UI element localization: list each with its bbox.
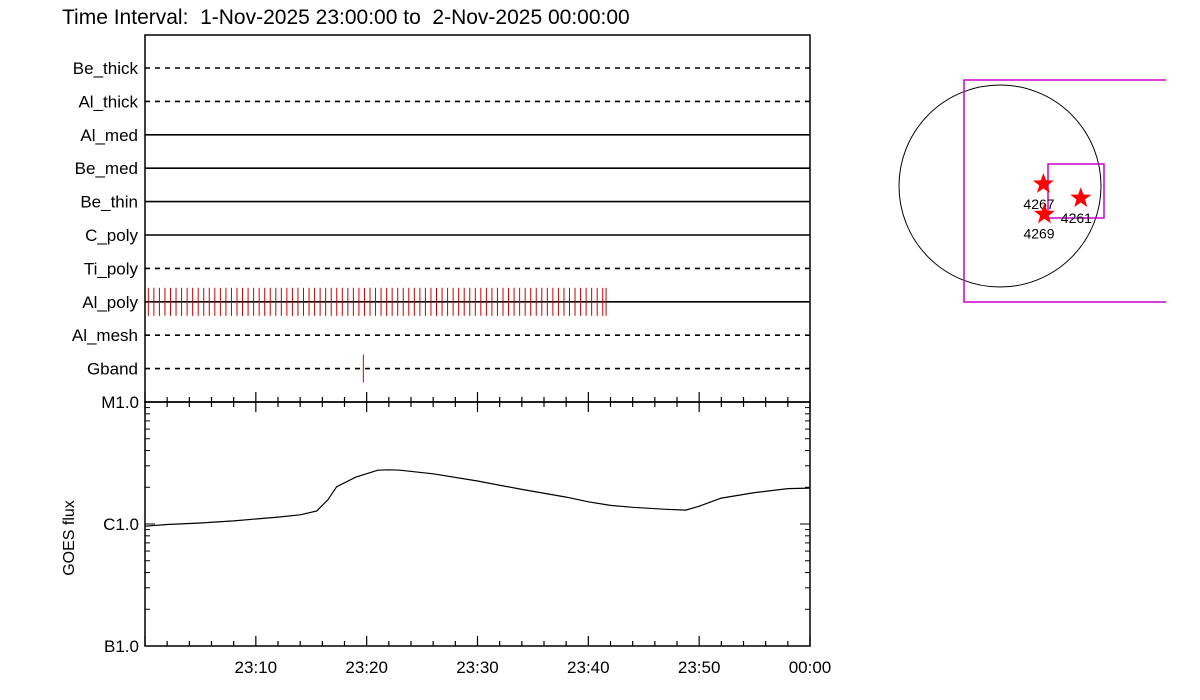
filter-label-al-thick: Al_thick <box>78 92 138 111</box>
goes-ylabel: GOES flux <box>61 500 78 576</box>
goes-panel-frame <box>144 401 811 647</box>
solar-disk-limb <box>898 84 1102 288</box>
active-region-marker <box>1034 203 1055 224</box>
y-tick-label: B1.0 <box>104 637 139 656</box>
filter-label-gband: Gband <box>87 360 138 379</box>
x-tick-label: 00:00 <box>789 658 832 677</box>
x-tick-label: 23:10 <box>235 658 278 677</box>
field-of-view-box <box>963 79 1166 303</box>
filter-timeline-panel: Be_thick Al_thick Al_med Be_med Be_thin C_pol… <box>72 34 811 403</box>
y-tick-label: C1.0 <box>103 515 139 534</box>
active-region-label: 4261 <box>1061 210 1092 226</box>
active-region-marker <box>1033 173 1054 193</box>
filter-label-ti-poly: Ti_poly <box>84 259 139 278</box>
filter-label-al-poly: Al_poly <box>82 293 138 312</box>
figure-title: Time Interval: 1-Nov-2025 23:00:00 to 2-… <box>62 6 630 29</box>
y-tick-label: M1.0 <box>101 393 139 412</box>
active-region-marker <box>1070 187 1092 207</box>
x-tick-label: 23:50 <box>678 658 721 677</box>
x-tick-label: 23:30 <box>456 658 499 677</box>
filter-label-be-thick: Be_thick <box>73 59 139 78</box>
goes-flux-panel: M1.0 C1.0 B1.0 23:10 23:20 23:30 23:40 23:50 00… <box>61 392 831 677</box>
goes-flux-line <box>144 469 811 527</box>
filter-label-be-med: Be_med <box>75 159 138 178</box>
active-region-label: 4269 <box>1023 225 1054 241</box>
filter-label-al-med: Al_med <box>80 126 138 145</box>
solar-disk-map: 4267 4261 4269 <box>898 79 1166 303</box>
filter-label-c-poly: C_poly <box>85 226 138 245</box>
filter-panel-frame <box>144 34 811 403</box>
filter-label-be-thin: Be_thin <box>80 193 138 212</box>
active-region-label: 4267 <box>1023 196 1054 212</box>
x-tick-label: 23:40 <box>567 658 610 677</box>
x-tick-label: 23:20 <box>345 658 388 677</box>
filter-label-al-mesh: Al_mesh <box>72 326 138 345</box>
